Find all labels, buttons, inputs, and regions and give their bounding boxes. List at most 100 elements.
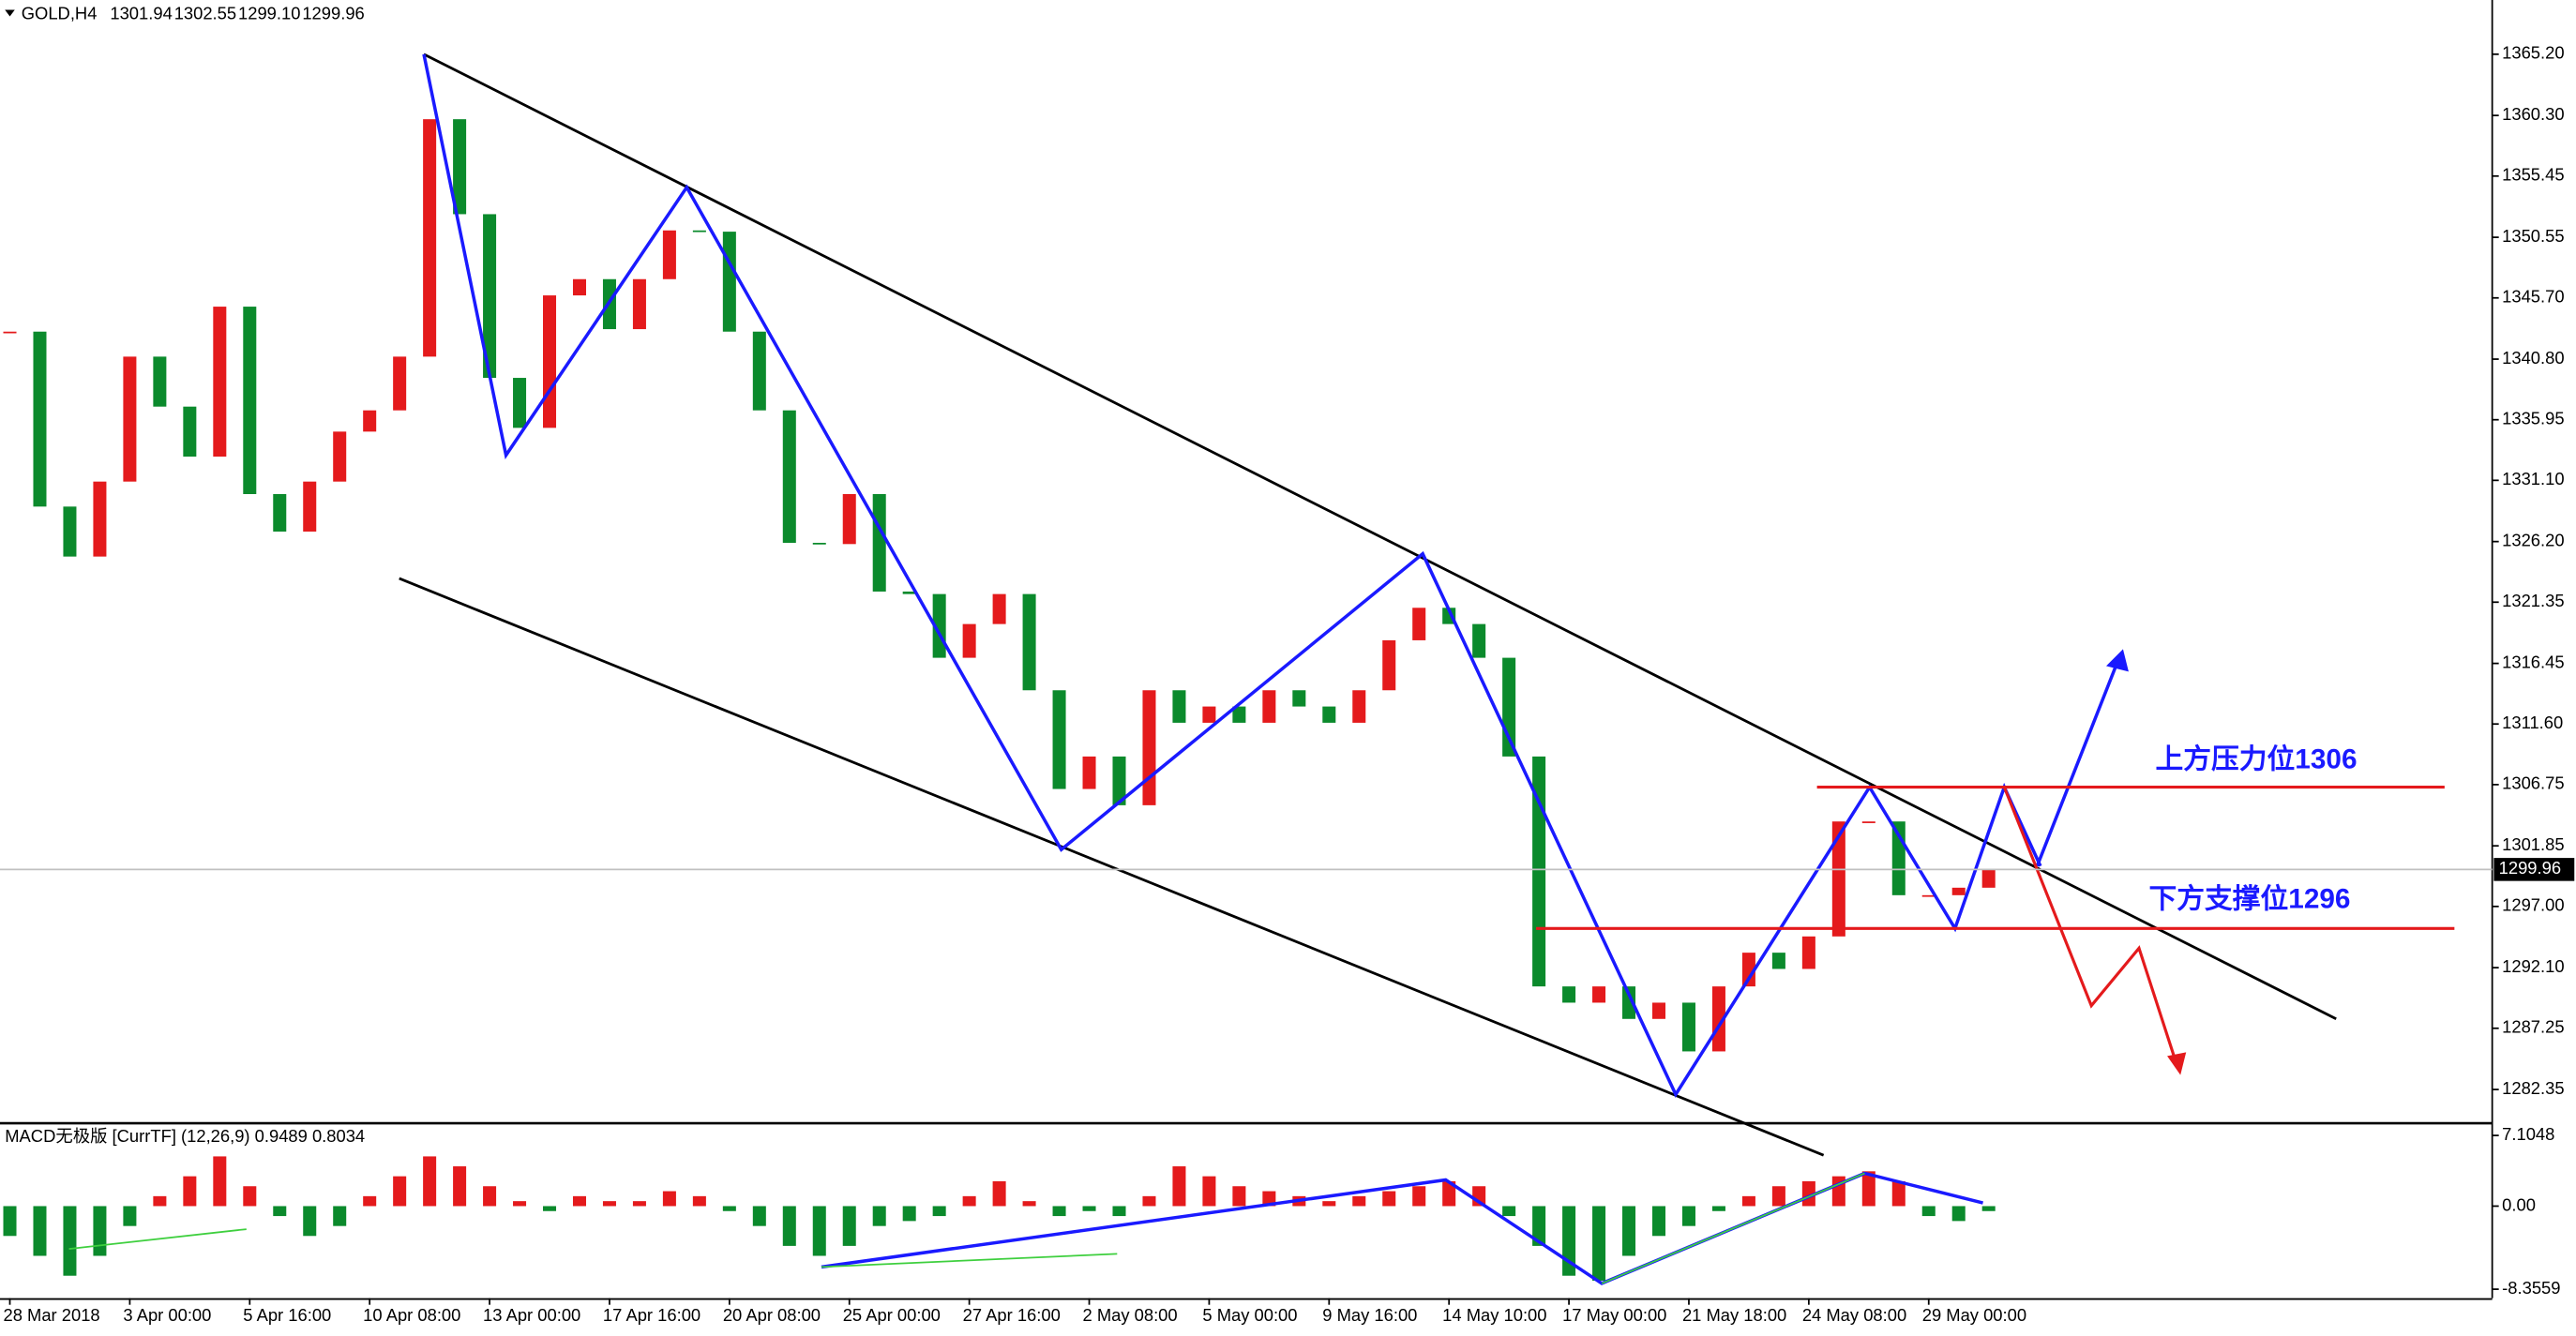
candle — [393, 356, 407, 411]
x-tick-label: 21 May 18:00 — [1682, 1305, 1786, 1325]
macd-y-tick-label: 0.00 — [2502, 1194, 2536, 1214]
x-tick-label: 29 May 00:00 — [1922, 1305, 2026, 1325]
quote-close: 1299.96 — [302, 4, 364, 23]
candle — [992, 593, 1006, 624]
candle — [752, 331, 766, 411]
macd-bar — [1502, 1206, 1516, 1217]
macd-bar — [812, 1206, 826, 1256]
x-tick-label: 10 Apr 08:00 — [363, 1305, 460, 1325]
candle — [1861, 821, 1876, 823]
candle — [213, 307, 227, 458]
up-arrow — [2035, 656, 2121, 867]
zigzag — [422, 53, 2042, 1098]
candle — [543, 295, 557, 428]
macd-bar — [1951, 1206, 1966, 1222]
macd-bar — [1322, 1201, 1336, 1207]
quote-high: 1302.55 — [174, 4, 236, 23]
candle — [1622, 986, 1636, 1019]
candle — [842, 493, 856, 545]
macd-trend — [1601, 1172, 1865, 1284]
resistance-label: 上方压力位1306 — [2156, 743, 2358, 774]
macd-bar — [1741, 1195, 1755, 1207]
candle — [33, 331, 47, 507]
menu-triangle[interactable] — [5, 9, 15, 17]
x-tick-label: 17 Apr 16:00 — [603, 1305, 700, 1325]
y-tick-label: 1311.60 — [2502, 713, 2563, 732]
x-tick-label: 14 May 10:00 — [1442, 1305, 1546, 1325]
candle — [3, 331, 17, 334]
current-price-label: 1299.96 — [2499, 858, 2561, 878]
support-label: 下方支撑位1296 — [2149, 882, 2351, 914]
macd-bar — [692, 1195, 706, 1207]
macd-bar — [1891, 1180, 1906, 1207]
x-tick-label: 27 Apr 16:00 — [963, 1305, 1061, 1325]
macd-bar — [273, 1206, 287, 1217]
y-tick-label: 1292.10 — [2502, 956, 2564, 976]
y-tick-label: 1301.85 — [2502, 834, 2564, 854]
candle — [483, 214, 497, 379]
x-tick-label: 9 May 16:00 — [1322, 1305, 1417, 1325]
macd-bar — [1262, 1191, 1276, 1207]
macd-bar — [932, 1206, 946, 1217]
macd-bar — [1532, 1206, 1546, 1246]
down-arrow-head — [2167, 1052, 2187, 1075]
macd-histogram — [3, 1156, 1996, 1282]
candle — [1741, 953, 1755, 987]
macd-bar — [1861, 1171, 1876, 1207]
macd-bar — [1022, 1201, 1036, 1207]
candle — [1202, 706, 1216, 723]
quote-open: 1301.94 — [110, 4, 172, 23]
candle — [572, 278, 586, 296]
macd-bar — [1052, 1206, 1066, 1217]
candle — [662, 230, 676, 279]
y-tick-label: 1335.95 — [2502, 409, 2564, 428]
macd-bar — [1082, 1206, 1096, 1211]
x-tick-label: 2 May 08:00 — [1083, 1305, 1178, 1325]
candle — [1082, 756, 1096, 789]
candle — [1352, 690, 1366, 723]
macd-divergence — [821, 1171, 1983, 1285]
candle — [453, 119, 467, 215]
macd-bar — [1352, 1195, 1366, 1207]
macd-bar — [992, 1180, 1006, 1207]
macd-bar — [1202, 1176, 1216, 1207]
candle — [1981, 869, 1996, 888]
candle — [1592, 986, 1606, 1003]
macd-bar — [1681, 1206, 1695, 1226]
candle — [1472, 623, 1486, 658]
x-tick-label: 28 Mar 2018 — [4, 1305, 100, 1325]
macd-bar — [1172, 1166, 1186, 1207]
candle — [1262, 690, 1276, 723]
x-tick-label: 24 May 08:00 — [1802, 1305, 1906, 1325]
y-tick-label: 1350.55 — [2502, 226, 2564, 246]
candle — [902, 591, 916, 594]
macd-bar — [303, 1206, 317, 1237]
candle — [1711, 986, 1725, 1052]
macd-bar — [1651, 1206, 1666, 1237]
candle — [1681, 1002, 1695, 1052]
candle — [1951, 887, 1966, 895]
candle — [153, 356, 167, 407]
x-tick-label: 25 Apr 00:00 — [843, 1305, 941, 1325]
x-tick-label: 3 Apr 00:00 — [123, 1305, 211, 1325]
candle — [1382, 639, 1396, 691]
y-tick-label: 1326.20 — [2502, 531, 2564, 550]
candle — [692, 230, 706, 233]
macd-y-tick-label: 7.1048 — [2502, 1124, 2554, 1144]
macd-bar — [1382, 1191, 1396, 1207]
macd-bar — [782, 1206, 796, 1246]
x-tick-label: 5 Apr 16:00 — [243, 1305, 331, 1325]
macd-bar — [662, 1191, 676, 1207]
macd-bar — [1622, 1206, 1636, 1256]
macd-bar — [1921, 1206, 1936, 1217]
macd-bar — [213, 1156, 227, 1207]
macd-bar — [632, 1201, 646, 1207]
macd-trend — [821, 1253, 1118, 1268]
y-tick-label: 1340.80 — [2502, 348, 2564, 368]
candle — [303, 481, 317, 532]
macd-bar — [243, 1186, 257, 1207]
macd-bar — [123, 1206, 137, 1226]
macd-bar — [602, 1201, 616, 1207]
